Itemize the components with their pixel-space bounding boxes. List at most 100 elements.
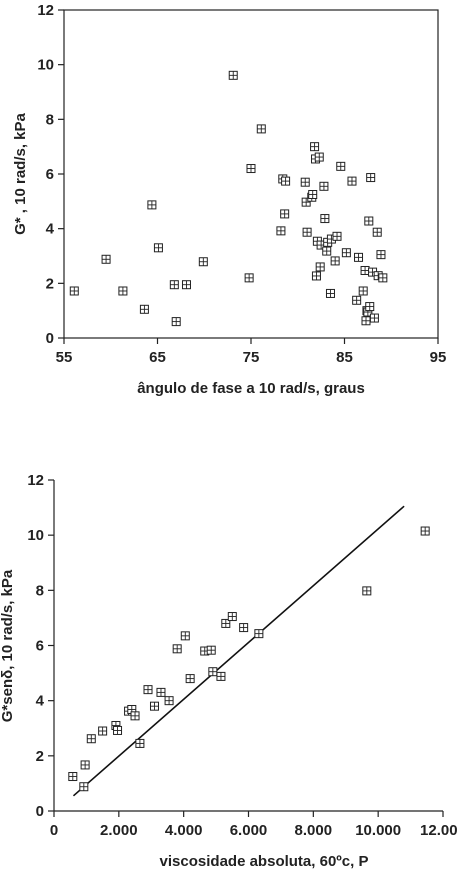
chart-1-y-tick-label: 2 [46,275,54,292]
chart-2-y-tick-label: 12 [27,472,44,489]
chart-2-data-point [254,629,264,639]
chart-1-data-point [153,243,163,253]
chart-1-data-point [276,226,286,236]
chart-2-data-point [79,782,89,792]
chart-1-data-point [171,317,181,327]
chart-1-data-point [147,200,157,210]
chart-1-data-point [310,142,320,152]
chart-2-data-point [98,726,108,736]
chart-1-data-point [308,190,318,199]
chart-1-y-tick-label: 4 [46,221,55,238]
chart-1-data-point [366,173,376,183]
chart-2-data-point [180,631,190,641]
chart-2-data-point [206,645,216,655]
chart-1-data-point [320,214,330,224]
chart-2-data-point [149,701,159,711]
chart-1-data-point [281,176,291,186]
chart-2-data-point [135,738,145,748]
chart-2-data-point [86,734,96,744]
chart-1-data-point [378,273,388,283]
chart-2-points [68,526,430,792]
chart-1-data-point [169,280,179,290]
chart-1-data-point [365,302,375,312]
chart-2-y-axis-label: G*senδ, 10 rad/s, kPa [0,569,16,722]
chart-2-y-tick-label: 10 [27,527,44,544]
chart-1-data-point [198,257,208,267]
chart-2-x-tick-label: 12.000 [420,822,457,839]
chart-1-data-point [361,316,371,326]
chart-2-x-axis-label: viscosidade absoluta, 60ºc, P [160,853,369,870]
chart-2-data-point [113,725,123,735]
chart-1-data-point [376,250,386,260]
chart-2-trendline [72,505,405,797]
chart-1-data-point [336,161,346,171]
chart-2-data-point [68,772,78,782]
chart-2-axes: 0 2.000 4.000 6.000 8.000 10.000 12.000 0 2 4 6 8 10… [27,472,457,839]
chart-1-x-axis-label: ângulo de fase a 10 rad/s, graus [137,380,365,397]
chart-2-data-point [420,526,430,536]
chart-1-x-tick-label: 55 [56,349,73,366]
chart-1-data-point [118,286,128,296]
chart-1-data-point [256,124,266,134]
chart-2-data-point [143,685,153,695]
chart-1-x-tick-label: 95 [430,349,447,366]
chart-1-y-tick-label: 8 [46,111,54,128]
chart-1-data-point [139,304,149,314]
chart-1-data-point [300,177,310,187]
chart-1-data-point [101,254,111,264]
chart-1-points [69,70,388,327]
chart-1-y-tick-label: 10 [37,57,54,74]
chart-1: 55 65 75 85 95 0 2 4 6 8 10 12 ângulo de fase a 10 … [12,2,446,397]
chart-2-data-point [221,618,231,628]
chart-2-x-tick-label: 10.000 [355,822,401,839]
chart-1-data-point [322,246,332,256]
chart-1-data-point [354,252,364,262]
chart-2-data-point [156,687,166,697]
chart-1-data-point [302,227,312,237]
chart-1-axes: 55 65 75 85 95 0 2 4 6 8 10 12 [37,2,446,366]
chart-1-data-point [280,209,290,219]
chart-1-data-point [341,248,351,258]
chart-2-x-tick-label: 6.000 [230,822,268,839]
chart-1-data-point [314,152,324,162]
chart-2-data-point [227,612,237,622]
chart-1-data-point [372,227,382,237]
chart-1-y-tick-label: 6 [46,166,54,183]
chart-2-data-point [239,623,249,633]
chart-1-data-point [246,164,256,174]
chart-2-data-point [216,671,226,681]
chart-1-data-point [369,313,379,323]
chart-2-y-tick-label: 2 [36,748,44,765]
chart-1-data-point [319,181,329,191]
chart-1-data-point [69,286,79,296]
chart-1-data-point [332,231,342,241]
chart-1-x-tick-label: 85 [336,349,353,366]
chart-2-x-tick-label: 8.000 [295,822,333,839]
chart-2-data-point [172,644,182,654]
chart-1-data-point [181,280,191,290]
chart-1-data-point [347,176,357,186]
chart-2-data-point [362,586,372,596]
chart-2-data-point [185,674,195,684]
chart-1-x-tick-label: 65 [149,349,166,366]
chart-1-data-point [325,288,335,298]
chart-1-data-point [364,216,374,226]
chart-2-y-tick-label: 0 [36,803,44,820]
chart-2-x-tick-label: 2.000 [100,822,138,839]
chart-1-data-point [360,265,370,275]
chart-2-data-point [80,760,90,770]
chart-1-data-point [244,273,254,283]
chart-1-y-axis-label: G* , 10 rad/s, kPa [12,112,29,234]
chart-1-y-tick-label: 0 [46,330,54,347]
chart-1-data-point [311,271,321,281]
chart-1-data-point [330,256,340,266]
chart-2-y-tick-label: 6 [36,638,44,655]
chart-2-x-tick-label: 4.000 [165,822,203,839]
chart-2-data-point [208,667,218,677]
chart-2-data-point [130,711,140,721]
chart-2-y-tick-label: 8 [36,582,44,599]
chart-1-data-point [352,295,362,305]
chart-2: 0 2.000 4.000 6.000 8.000 10.000 12.000 0 2 4 6 8 10… [0,472,457,870]
chart-1-x-tick-label: 75 [243,349,260,366]
